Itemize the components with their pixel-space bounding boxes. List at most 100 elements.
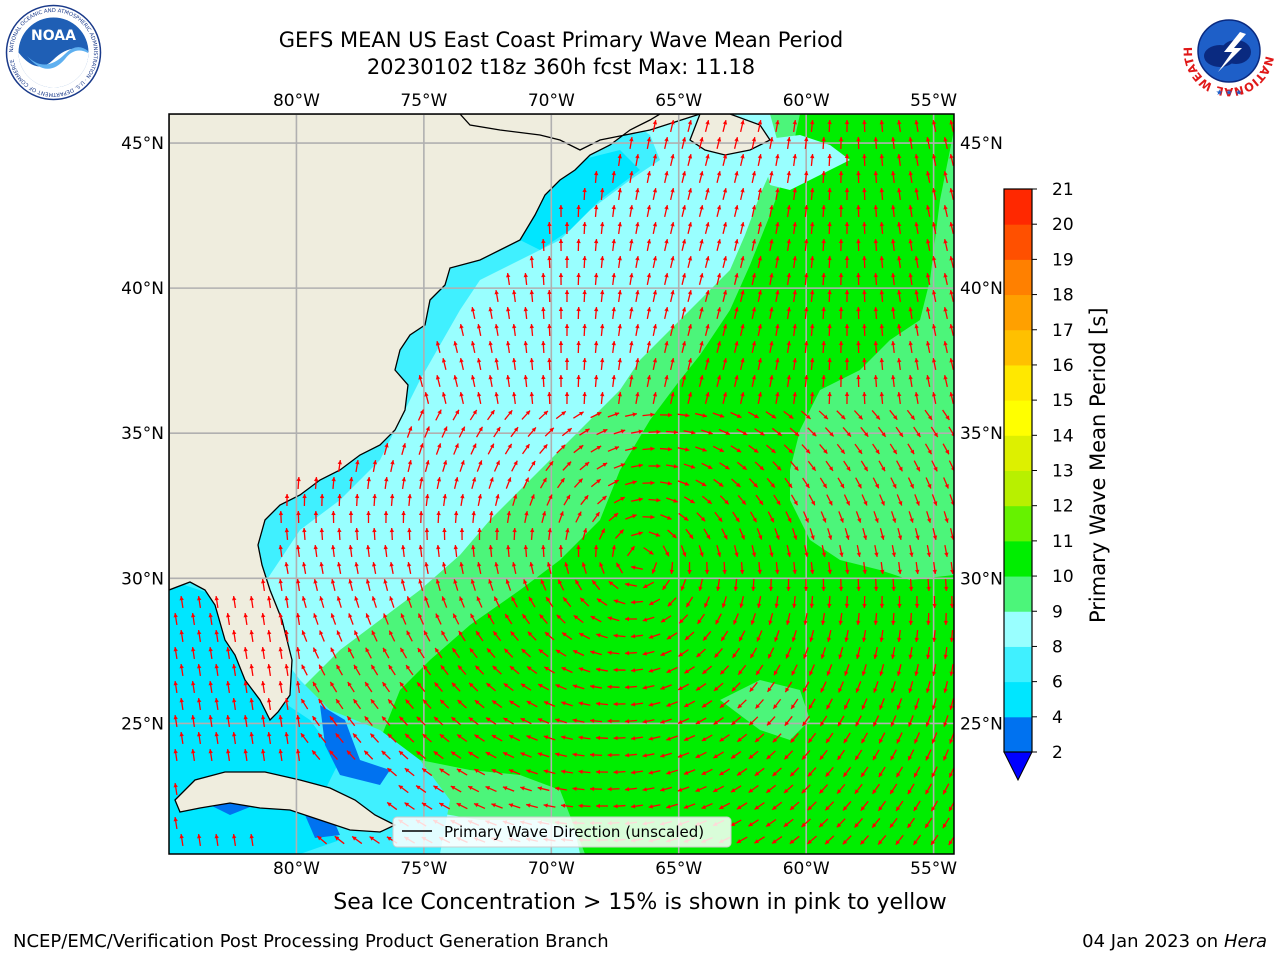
wave-direction-arrow	[635, 391, 640, 405]
lat-tick-label-right: 35°N	[960, 424, 1003, 444]
wave-direction-arrow	[807, 732, 817, 744]
wave-direction-arrow	[624, 582, 638, 587]
wave-direction-arrow	[539, 477, 548, 489]
wave-direction-arrow	[558, 272, 564, 286]
wave-direction-arrow	[596, 462, 608, 470]
wave-direction-arrow	[803, 612, 808, 626]
wave-direction-arrow	[769, 340, 774, 354]
wave-direction-arrow	[769, 238, 774, 252]
wave-direction-arrow	[666, 497, 678, 503]
wave-direction-arrow	[370, 664, 379, 676]
wave-direction-arrow	[460, 493, 465, 507]
wave-direction-arrow	[736, 428, 748, 436]
wave-direction-arrow	[652, 187, 658, 201]
wave-direction-arrow	[861, 629, 867, 643]
wave-direction-arrow	[825, 732, 834, 744]
wave-direction-arrow	[502, 786, 515, 792]
wave-direction-arrow	[418, 510, 424, 524]
wave-direction-arrow	[666, 803, 678, 809]
wave-direction-arrow	[564, 255, 570, 269]
wave-direction-arrow	[510, 426, 519, 438]
wave-direction-arrow	[769, 136, 774, 150]
wave-direction-arrow	[931, 187, 937, 201]
wave-direction-arrow	[529, 323, 535, 337]
wave-direction-arrow	[613, 667, 626, 673]
wave-direction-arrow	[808, 698, 816, 710]
wave-direction-arrow	[944, 544, 949, 558]
wave-direction-arrow	[701, 495, 713, 505]
wave-direction-arrow	[316, 835, 328, 845]
wave-direction-arrow	[494, 391, 499, 405]
wave-direction-arrow	[824, 835, 835, 845]
wave-direction-arrow	[523, 272, 528, 286]
wave-direction-arrow	[733, 578, 738, 592]
wave-direction-arrow	[424, 596, 430, 608]
wave-direction-arrow	[912, 834, 922, 846]
wave-direction-arrow	[313, 579, 319, 591]
wave-direction-arrow	[772, 461, 782, 471]
wave-direction-arrow	[914, 595, 920, 609]
wave-direction-arrow	[677, 752, 690, 758]
wave-direction-arrow	[913, 800, 921, 812]
wave-direction-arrow	[537, 683, 550, 691]
wave-direction-arrow	[804, 204, 809, 218]
wave-direction-arrow	[733, 273, 739, 285]
wave-direction-arrow	[267, 629, 272, 643]
wave-direction-arrow	[843, 460, 851, 472]
wave-direction-arrow	[389, 596, 395, 608]
wave-direction-arrow	[528, 596, 536, 608]
wave-direction-arrow	[767, 647, 775, 659]
wave-direction-arrow	[681, 341, 687, 353]
wave-direction-arrow	[801, 444, 811, 454]
wave-direction-arrow	[736, 836, 748, 844]
wave-direction-arrow	[713, 751, 724, 759]
wave-direction-arrow	[757, 153, 763, 167]
wave-direction-arrow	[311, 749, 321, 761]
wave-direction-arrow	[890, 715, 897, 727]
wave-direction-arrow	[879, 528, 885, 540]
wave-direction-arrow	[494, 289, 499, 303]
wave-direction-arrow	[249, 833, 254, 847]
wave-direction-arrow	[821, 544, 827, 558]
wave-direction-arrow	[214, 697, 219, 711]
wave-direction-arrow	[579, 428, 590, 436]
wave-direction-arrow	[733, 307, 739, 319]
wave-direction-arrow	[547, 527, 552, 541]
wave-direction-arrow	[772, 698, 782, 710]
wave-direction-arrow	[521, 613, 531, 625]
wave-direction-arrow	[642, 650, 655, 656]
wave-direction-arrow	[558, 511, 564, 523]
wave-direction-arrow	[819, 477, 828, 489]
wave-direction-arrow	[844, 119, 850, 133]
wave-direction-arrow	[931, 289, 937, 303]
wave-direction-arrow	[719, 768, 730, 776]
wave-direction-arrow	[503, 682, 514, 692]
wave-direction-arrow	[810, 391, 815, 405]
wave-direction-arrow	[681, 273, 687, 285]
wave-direction-arrow	[319, 630, 325, 642]
wave-direction-arrow	[523, 579, 529, 591]
wave-direction-arrow	[838, 681, 844, 693]
wave-direction-arrow	[487, 443, 495, 455]
lat-tick-label-left: 45°N	[121, 134, 164, 154]
wave-direction-arrow	[624, 753, 638, 758]
wave-direction-arrow	[683, 803, 696, 809]
wave-direction-arrow	[775, 289, 780, 303]
wave-direction-arrow	[809, 664, 815, 676]
wave-direction-arrow	[844, 528, 850, 540]
legend-label: Primary Wave Direction (unscaled)	[444, 823, 704, 841]
wave-direction-arrow	[354, 527, 360, 541]
wave-direction-arrow	[491, 734, 503, 742]
wave-direction-arrow	[572, 786, 585, 791]
wave-direction-arrow	[767, 511, 775, 523]
wave-direction-arrow	[716, 273, 722, 285]
wave-direction-arrow	[801, 818, 811, 828]
wave-direction-arrow	[278, 544, 283, 558]
wave-direction-arrow	[401, 476, 406, 490]
wave-direction-arrow	[889, 443, 898, 455]
wave-direction-arrow	[487, 613, 495, 625]
wave-direction-arrow	[197, 833, 202, 847]
wave-direction-arrow	[504, 613, 513, 625]
wave-direction-arrow	[529, 289, 535, 303]
wave-direction-arrow	[438, 802, 451, 810]
